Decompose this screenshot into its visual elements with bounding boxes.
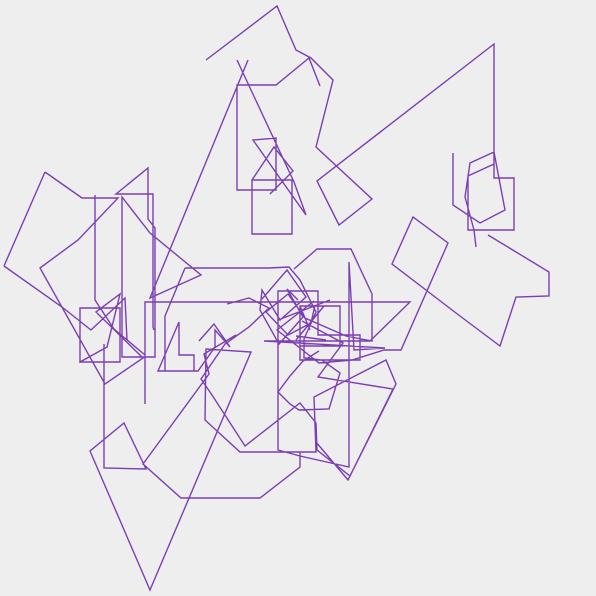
continuous-polyline — [3, 4, 550, 592]
